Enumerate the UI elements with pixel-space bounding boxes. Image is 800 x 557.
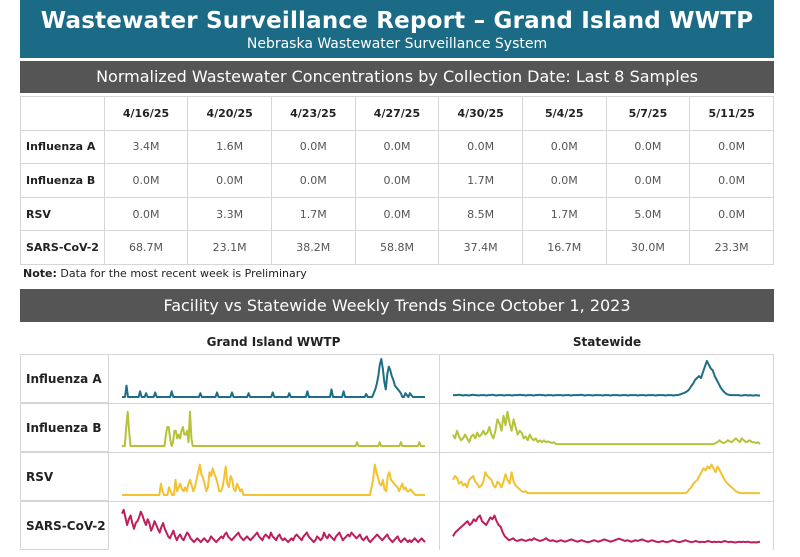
column-header-date: 4/20/25 <box>187 96 272 131</box>
series-line-sars-cov-2-facility <box>121 508 426 544</box>
panel-title-facility: Grand Island WWTP <box>206 335 341 349</box>
table-cell: 0.0M <box>689 163 774 198</box>
preliminary-note: Note: Data for the most recent week is P… <box>23 267 307 280</box>
trend-row-label: Influenza B <box>20 403 108 452</box>
series-line-sars-cov-2-statewide <box>452 514 761 544</box>
table-cell: 0.0M <box>270 129 356 165</box>
table-cell: 68.7M <box>103 230 189 265</box>
concentrations-table: 4/16/25 4/20/25 4/23/25 4/27/25 4/30/25 5/4/2… <box>20 96 774 265</box>
series-line-influenza-a-facility <box>122 358 425 398</box>
table-row: Influenza B 0.0M 0.0M 0.0M 0.0M 1.7M 0.0M 0.0M 0… <box>20 163 774 198</box>
concentrations-section-title: Normalized Wastewater Concentrations by … <box>20 61 774 93</box>
table-cell: 23.3M <box>689 230 774 265</box>
trends-chart: Influenza A Influenza B RSV SARS-CoV-2 <box>20 354 774 550</box>
table-cell: 0.0M <box>270 163 356 198</box>
panel-title-statewide: Statewide <box>572 335 642 349</box>
column-header-date: 4/16/25 <box>103 96 189 131</box>
series-line-rsv-statewide <box>452 463 760 495</box>
column-header-date: 4/27/25 <box>354 96 440 131</box>
column-header-date: 5/11/25 <box>689 96 774 131</box>
table-cell: 0.0M <box>103 196 189 232</box>
note-label: Note: <box>23 267 57 280</box>
table-cell: 8.5M <box>438 196 523 232</box>
table-cell: 37.4M <box>438 230 523 265</box>
table-cell: 23.1M <box>187 230 272 265</box>
table-row: RSV 0.0M 3.3M 1.7M 0.0M 8.5M 1.7M 5.0M 0.0M <box>20 196 774 232</box>
row-label: SARS-CoV-2 <box>20 230 105 265</box>
table-cell: 0.0M <box>521 163 607 198</box>
report-subtitle: Nebraska Wastewater Surveillance System <box>246 36 548 52</box>
table-cell: 0.0M <box>689 129 774 165</box>
table-cell: 0.0M <box>354 196 440 232</box>
series-line-influenza-b-facility <box>122 410 425 447</box>
trends-section-title: Facility vs Statewide Weekly Trends Sinc… <box>20 289 774 322</box>
table-cell: 0.0M <box>521 129 607 165</box>
table-cell: 0.0M <box>354 129 440 165</box>
table-cell: 0.0M <box>689 196 774 232</box>
trend-row-label: SARS-CoV-2 <box>20 501 108 550</box>
table-cell: 1.7M <box>438 163 523 198</box>
table-cell: 5.0M <box>605 196 691 232</box>
table-cell: 1.7M <box>270 196 356 232</box>
table-cell: 3.3M <box>187 196 272 232</box>
column-header-date: 4/23/25 <box>270 96 356 131</box>
series-line-influenza-b-statewide <box>452 410 761 446</box>
table-cell: 0.0M <box>103 163 189 198</box>
note-text: Data for the most recent week is Prelimi… <box>56 267 307 280</box>
table-cell: 0.0M <box>354 163 440 198</box>
table-cell: 0.0M <box>438 129 523 165</box>
table-cell: 58.8M <box>354 230 440 265</box>
table-cell: 16.7M <box>521 230 607 265</box>
table-row: Influenza A 3.4M 1.6M 0.0M 0.0M 0.0M 0.0M 0.0M 0… <box>20 129 774 165</box>
column-header-date: 4/30/25 <box>438 96 523 131</box>
trend-row-label: RSV <box>20 452 108 501</box>
table-cell: 1.6M <box>187 129 272 165</box>
table-header-row: 4/16/25 4/20/25 4/23/25 4/27/25 4/30/25 5/4/2… <box>20 96 774 131</box>
column-header-date: 5/4/25 <box>521 96 607 131</box>
row-label: Influenza B <box>20 163 105 198</box>
table-row: SARS-CoV-2 68.7M 23.1M 38.2M 58.8M 37.4M 16.7M… <box>20 230 774 265</box>
series-line-rsv-facility <box>122 463 425 496</box>
column-header-date: 5/7/25 <box>605 96 691 131</box>
trend-plot <box>108 354 774 550</box>
table-cell: 38.2M <box>270 230 356 265</box>
trend-row-label: Influenza A <box>20 354 108 403</box>
table-cell: 0.0M <box>605 163 691 198</box>
row-label: RSV <box>20 196 105 232</box>
corner-cell <box>20 96 105 131</box>
table-cell: 3.4M <box>103 129 189 165</box>
table-cell: 1.7M <box>521 196 607 232</box>
table-cell: 0.0M <box>187 163 272 198</box>
row-label: Influenza A <box>20 129 105 165</box>
report-header: Wastewater Surveillance Report – Grand I… <box>20 0 774 58</box>
table-cell: 30.0M <box>605 230 691 265</box>
series-line-influenza-a-statewide <box>453 359 760 397</box>
table-cell: 0.0M <box>605 129 691 165</box>
report-title: Wastewater Surveillance Report – Grand I… <box>40 8 754 34</box>
